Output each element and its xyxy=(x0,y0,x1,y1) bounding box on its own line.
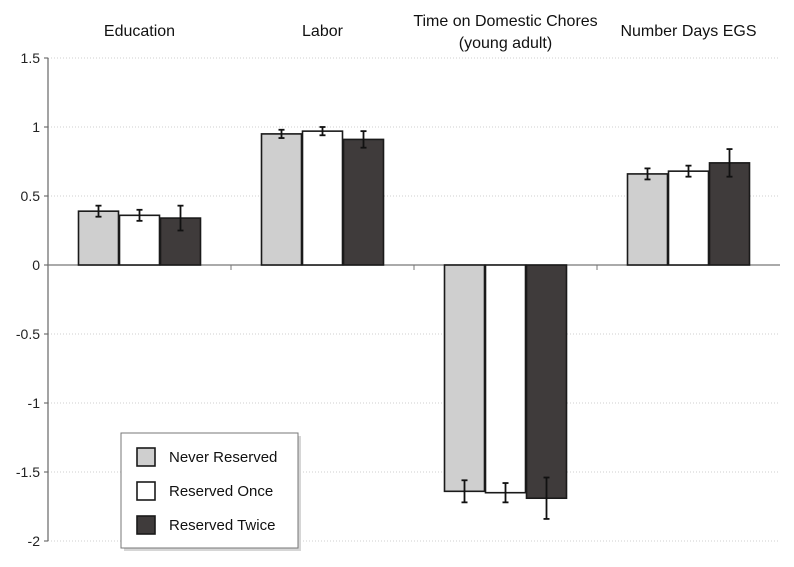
category-title: Labor xyxy=(302,23,344,40)
y-tick-label: -1.5 xyxy=(16,464,40,480)
bar xyxy=(342,138,385,266)
category-title: Number Days EGS xyxy=(620,23,756,40)
category-title-line: (young adult) xyxy=(459,35,552,52)
bar xyxy=(118,214,161,266)
category-title: Education xyxy=(104,23,175,40)
bar xyxy=(525,264,568,500)
category-title: Time on Domestic Chores (young adult) xyxy=(413,13,597,52)
bar xyxy=(484,264,527,494)
legend-swatch xyxy=(136,447,156,467)
legend: Never Reserved Reserved Once Reserved Twic… xyxy=(120,432,301,551)
category-title-line: Education xyxy=(104,23,175,40)
bar xyxy=(667,170,710,266)
bar xyxy=(443,264,486,493)
category-title-line: Number Days EGS xyxy=(620,23,756,40)
y-tick-label: 1 xyxy=(32,119,40,135)
bar-layer xyxy=(77,126,751,520)
bar xyxy=(626,173,669,266)
bar xyxy=(301,130,344,266)
bar xyxy=(77,210,120,266)
panel-titles: Education Labor Time on Domestic Chores (yo… xyxy=(104,13,757,52)
bar xyxy=(260,133,303,266)
legend-swatch xyxy=(136,481,156,501)
y-tick-label: -1 xyxy=(28,395,41,411)
y-tick-label: 0 xyxy=(32,257,40,273)
legend-label: Reserved Once xyxy=(169,483,273,500)
legend-label: Never Reserved xyxy=(169,449,277,466)
y-tick-label: -0.5 xyxy=(16,326,40,342)
y-tick-label: 1.5 xyxy=(21,50,41,66)
axis-layer: 1.5 1 0.5 0 -0.5 -1 -1.5 -2 xyxy=(16,50,780,549)
category-title-line: Labor xyxy=(302,23,344,40)
legend-label: Reserved Twice xyxy=(169,517,275,534)
y-tick-label: 0.5 xyxy=(21,188,41,204)
bar xyxy=(708,162,751,266)
category-title-line: Time on Domestic Chores xyxy=(413,13,597,30)
y-tick-label: -2 xyxy=(28,533,41,549)
legend-swatch xyxy=(136,515,156,535)
